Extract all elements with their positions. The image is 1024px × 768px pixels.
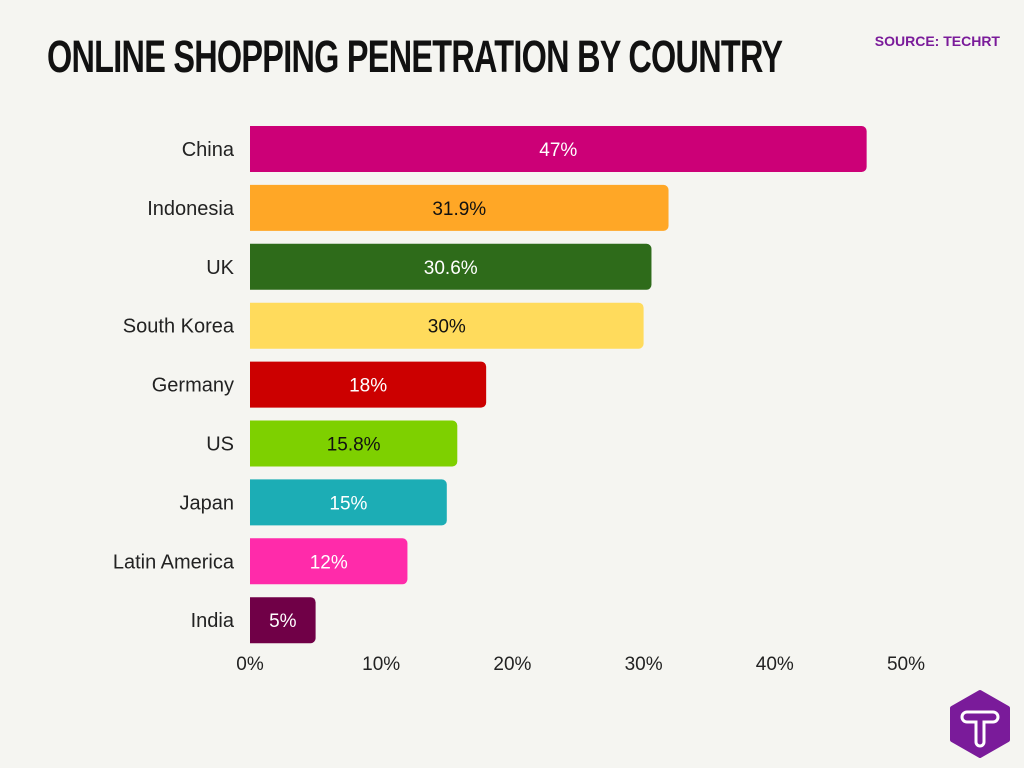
bar xyxy=(250,184,669,231)
source-label: SOURCE: TECHRT xyxy=(874,33,1000,49)
data-label: 30% xyxy=(428,317,466,338)
category-label: China xyxy=(182,139,235,161)
data-label: 15.8% xyxy=(327,435,381,456)
data-label: 18% xyxy=(349,376,387,397)
x-tick-label: 0% xyxy=(236,654,264,675)
x-tick-label: 10% xyxy=(362,654,400,675)
category-label: South Korea xyxy=(123,316,235,338)
category-label: Latin America xyxy=(113,551,235,573)
category-label: Japan xyxy=(180,492,235,514)
data-label: 12% xyxy=(310,552,348,573)
category-label: Germany xyxy=(152,375,234,397)
category-label: UK xyxy=(206,257,234,279)
x-tick-label: 20% xyxy=(493,654,531,675)
data-label: 31.9% xyxy=(432,199,486,220)
bar xyxy=(250,243,652,290)
bar xyxy=(250,420,458,467)
data-label: 30.6% xyxy=(424,258,478,279)
bar xyxy=(250,361,487,408)
bar xyxy=(249,302,644,349)
x-tick-label: 40% xyxy=(756,654,794,675)
techrt-logo xyxy=(950,690,1010,758)
bar xyxy=(250,597,316,644)
bar xyxy=(249,479,447,526)
chart-title: ONLINE SHOPPING PENETRATION BY COUNTRY xyxy=(47,31,783,82)
bar xyxy=(250,126,867,172)
x-tick-label: 30% xyxy=(625,654,663,675)
category-label: India xyxy=(191,610,235,632)
data-label: 15% xyxy=(329,493,367,514)
x-tick-label: 50% xyxy=(887,654,925,675)
bar xyxy=(250,538,408,585)
data-label: 47% xyxy=(539,140,577,161)
data-label: 5% xyxy=(269,611,297,632)
category-label: US xyxy=(206,434,234,456)
category-label: Indonesia xyxy=(147,198,235,220)
